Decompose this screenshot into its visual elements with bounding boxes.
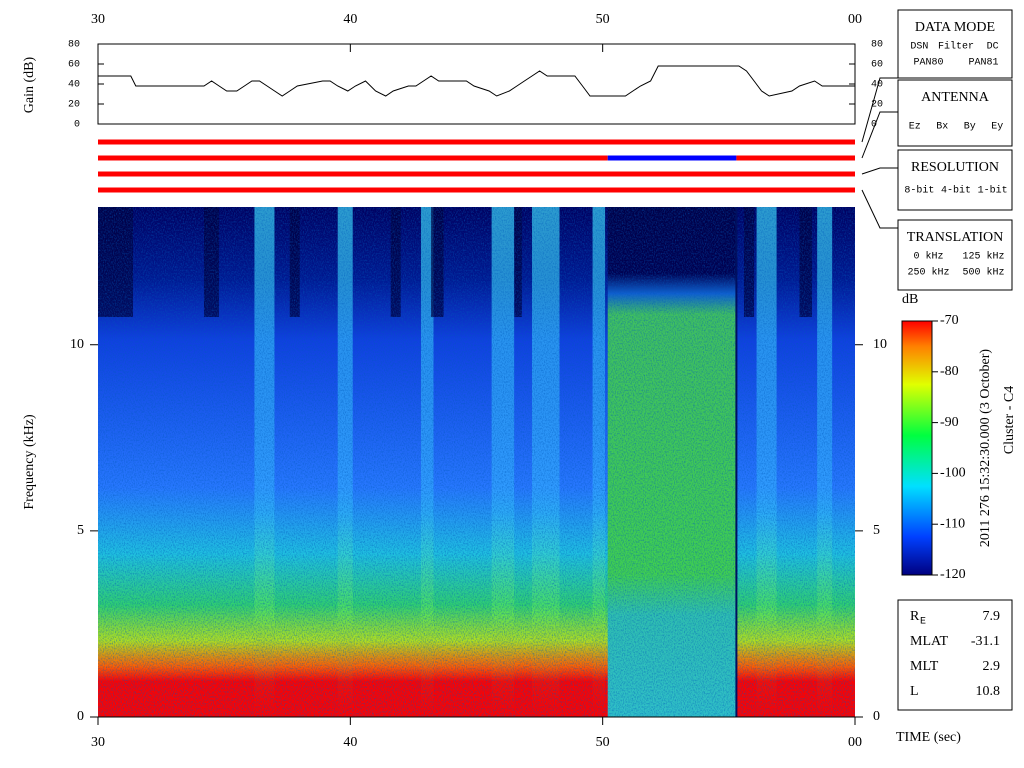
x-axis-label: TIME (sec)	[896, 730, 961, 745]
orbit-label: L	[910, 684, 919, 699]
panel-item: PAN80	[913, 58, 943, 69]
colorbar-tick-label: -90	[940, 415, 959, 430]
panel-title: DATA MODE	[915, 20, 995, 35]
panel-item: 1-bit	[978, 185, 1008, 197]
panel-title: ANTENNA	[921, 90, 990, 105]
panel-item: Filter	[938, 41, 974, 53]
orbit-box	[897, 599, 1013, 711]
colorbar-tick-label: -70	[940, 313, 959, 328]
colorbar-tick-label: -80	[940, 364, 959, 379]
orbit-label: MLT	[910, 659, 939, 674]
y-tick-label: 60	[68, 60, 80, 71]
y-tick-label: 0	[74, 120, 80, 131]
panel-item: 0 kHz	[913, 251, 943, 263]
colorbar-label: dB	[902, 292, 918, 307]
spacecraft: Cluster - C4	[1002, 386, 1017, 454]
y-tick-label: 10	[70, 337, 84, 352]
y-tick-label: 20	[871, 100, 883, 111]
orbit-value: 7.9	[983, 609, 1001, 624]
x-tick-label: 30	[91, 735, 105, 750]
panel-box	[897, 219, 1013, 291]
y-tick-label: 0	[77, 709, 84, 724]
colorbar-tick-label: -120	[940, 567, 966, 582]
panel-item: DC	[987, 42, 999, 53]
mode-bar	[736, 155, 855, 161]
colorbar-tick-label: -100	[940, 466, 966, 481]
panel-item: 4-bit	[941, 185, 971, 197]
panel-box	[897, 79, 1013, 147]
spectrogram-noise	[98, 207, 855, 717]
x-tick-label: 50	[596, 12, 610, 27]
orbit-label-sub: E	[920, 617, 926, 628]
panel-item: DSN	[910, 42, 928, 53]
panel-title: RESOLUTION	[911, 160, 999, 175]
mode-bar	[607, 155, 737, 161]
y-tick-label: 40	[68, 80, 80, 91]
spectrogram	[98, 207, 855, 717]
x-tick-label: 00	[848, 12, 862, 27]
y-tick-label: 60	[871, 60, 883, 71]
panel-box	[897, 149, 1013, 211]
panel-item: Ez	[909, 122, 921, 133]
orbit-value: 2.9	[983, 659, 1001, 674]
y-tick-label: 5	[873, 523, 880, 538]
x-tick-label: 30	[91, 12, 105, 27]
y-tick-label: 80	[68, 40, 80, 51]
x-tick-label: 00	[848, 735, 862, 750]
mode-bar	[98, 155, 608, 161]
colorbar-tick-label: -110	[940, 516, 965, 531]
x-tick-label: 40	[343, 12, 357, 27]
y-tick-label: 40	[871, 80, 883, 91]
panel-item: 8-bit	[904, 185, 934, 197]
connectors	[861, 77, 898, 229]
panel-title: TRANSLATION	[907, 230, 1003, 245]
panel-item: Bx	[936, 122, 948, 133]
panel-item: 500 kHz	[962, 267, 1004, 279]
y-tick-label: 5	[77, 523, 84, 538]
orbit-label: MLAT	[910, 634, 949, 649]
y-tick-label: 20	[68, 100, 80, 111]
panel-item: Ey	[991, 122, 1003, 133]
panel-item: 250 kHz	[907, 267, 949, 279]
orbit-value: -31.1	[971, 634, 1000, 649]
x-tick-label: 40	[343, 735, 357, 750]
colorbar	[901, 320, 933, 576]
y-tick-label: 80	[871, 40, 883, 51]
gain-frame	[97, 43, 856, 125]
orbit-label: R	[910, 609, 920, 624]
y-axis-label: Frequency (kHz)	[22, 414, 37, 510]
panel-item: By	[964, 122, 976, 133]
mode-bar	[98, 139, 855, 145]
orbit-value: 10.8	[976, 684, 1001, 699]
mode-bar	[98, 171, 855, 177]
panel-item: 125 kHz	[962, 251, 1004, 263]
y-tick-label: 10	[873, 337, 887, 352]
timestamp: 2011 276 15:32:30.000 (3 October)	[978, 349, 993, 548]
y-tick-label: 0	[873, 709, 880, 724]
panel-box	[897, 9, 1013, 79]
y-tick-label: 0	[871, 120, 877, 131]
x-tick-label: 50	[596, 735, 610, 750]
panel-item: PAN81	[968, 58, 998, 69]
y-axis-label: Gain (dB)	[22, 56, 37, 113]
mode-bar	[98, 187, 855, 193]
gain-line	[98, 65, 855, 97]
